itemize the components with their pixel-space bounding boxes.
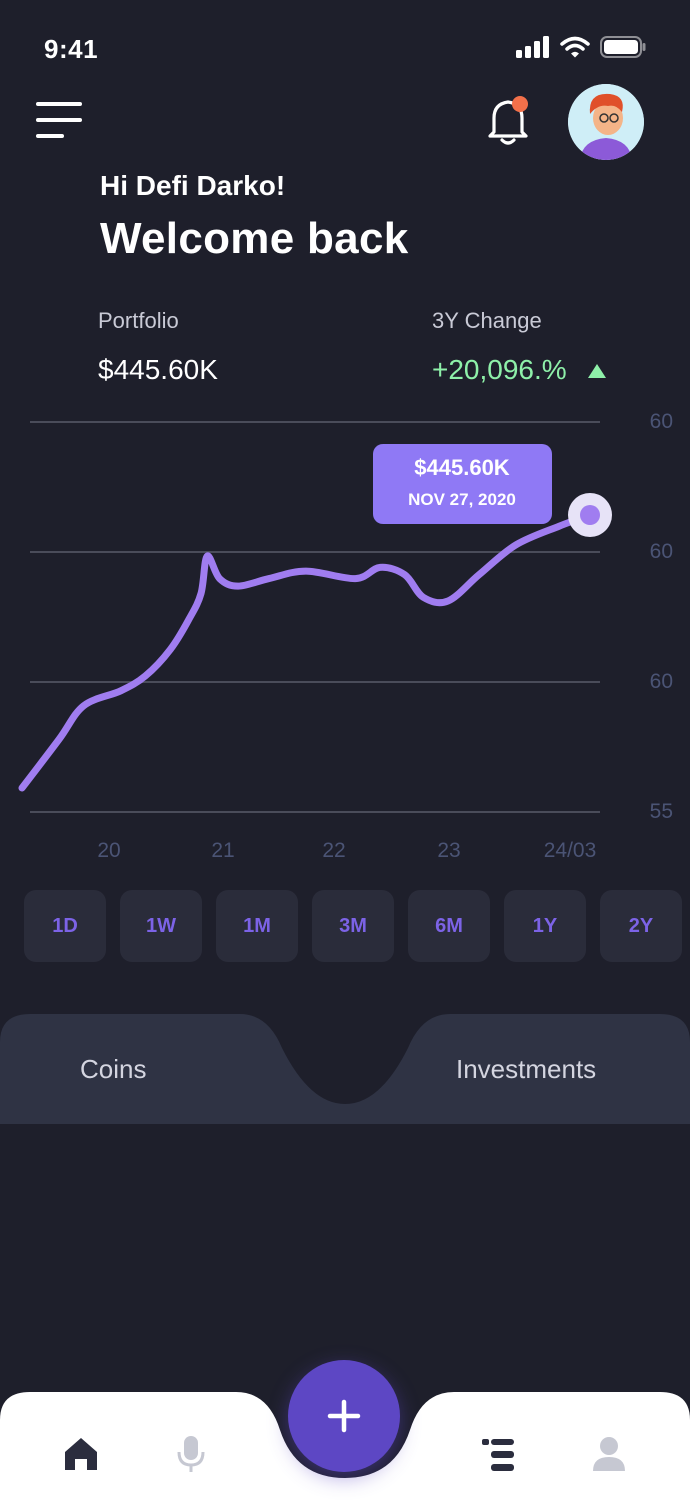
bottom-navigation [0, 1392, 690, 1506]
x-tick-label: 23 [437, 839, 460, 862]
timeframe-button-1m[interactable]: 1M [216, 890, 298, 962]
menu-line-icon [36, 102, 82, 106]
timeframe-selector: 1D 1W 1M 3M 6M 1Y 2Y [24, 890, 682, 962]
cellular-signal-icon [516, 36, 549, 58]
segment-tabs [0, 1014, 690, 1124]
wifi-icon [560, 36, 590, 58]
battery-icon [600, 36, 646, 58]
add-button[interactable] [288, 1360, 400, 1472]
x-tick-label: 20 [97, 839, 120, 862]
timeframe-button-1y[interactable]: 1Y [504, 890, 586, 962]
x-tick-label: 21 [211, 839, 234, 862]
menu-line-icon [36, 134, 64, 138]
menu-line-icon [36, 118, 82, 122]
portfolio-label: Portfolio [98, 308, 179, 333]
y-tick-label: 60 [650, 670, 673, 693]
x-tick-label: 22 [322, 839, 345, 862]
portfolio-line-chart: 60 60 60 55 20 21 22 23 24/03 $445.60K NOV 27, … [18, 410, 673, 862]
chart-tooltip: $445.60K NOV 27, 2020 [373, 444, 552, 524]
tab-coins[interactable]: Coins [80, 1054, 147, 1084]
list-icon[interactable] [482, 1438, 516, 1472]
welcome-title: Welcome back [100, 214, 409, 263]
y-tick-label: 60 [650, 410, 673, 433]
menu-button[interactable] [36, 100, 84, 144]
portfolio-series-line [18, 511, 594, 792]
avatar-illustration-icon [568, 84, 644, 160]
microphone-icon[interactable] [176, 1434, 206, 1474]
status-time: 9:41 [44, 34, 99, 64]
x-tick-label: 24/03 [544, 839, 597, 862]
y-tick-label: 60 [650, 540, 673, 563]
tooltip-value: $445.60K [414, 455, 510, 480]
timeframe-button-1w[interactable]: 1W [120, 890, 202, 962]
notification-bell-icon[interactable] [484, 94, 534, 148]
home-icon[interactable] [62, 1436, 100, 1472]
timeframe-button-1d[interactable]: 1D [24, 890, 106, 962]
status-icons [516, 36, 646, 58]
timeframe-button-3m[interactable]: 3M [312, 890, 394, 962]
profile-icon[interactable] [592, 1436, 626, 1472]
portfolio-value: $445.60K [98, 354, 218, 385]
greeting-text: Hi Defi Darko! [100, 170, 286, 201]
timeframe-button-2y[interactable]: 2Y [600, 890, 682, 962]
timeframe-button-6m[interactable]: 6M [408, 890, 490, 962]
tooltip-date: NOV 27, 2020 [408, 490, 516, 509]
change-label: 3Y Change [432, 308, 542, 333]
y-tick-label: 55 [650, 800, 673, 823]
change-value: +20,096.% [432, 354, 567, 385]
user-avatar[interactable] [568, 84, 644, 160]
chart-end-point-core [580, 505, 600, 525]
tab-investments[interactable]: Investments [456, 1054, 597, 1084]
trend-up-icon [588, 364, 606, 378]
plus-icon [327, 1399, 361, 1433]
